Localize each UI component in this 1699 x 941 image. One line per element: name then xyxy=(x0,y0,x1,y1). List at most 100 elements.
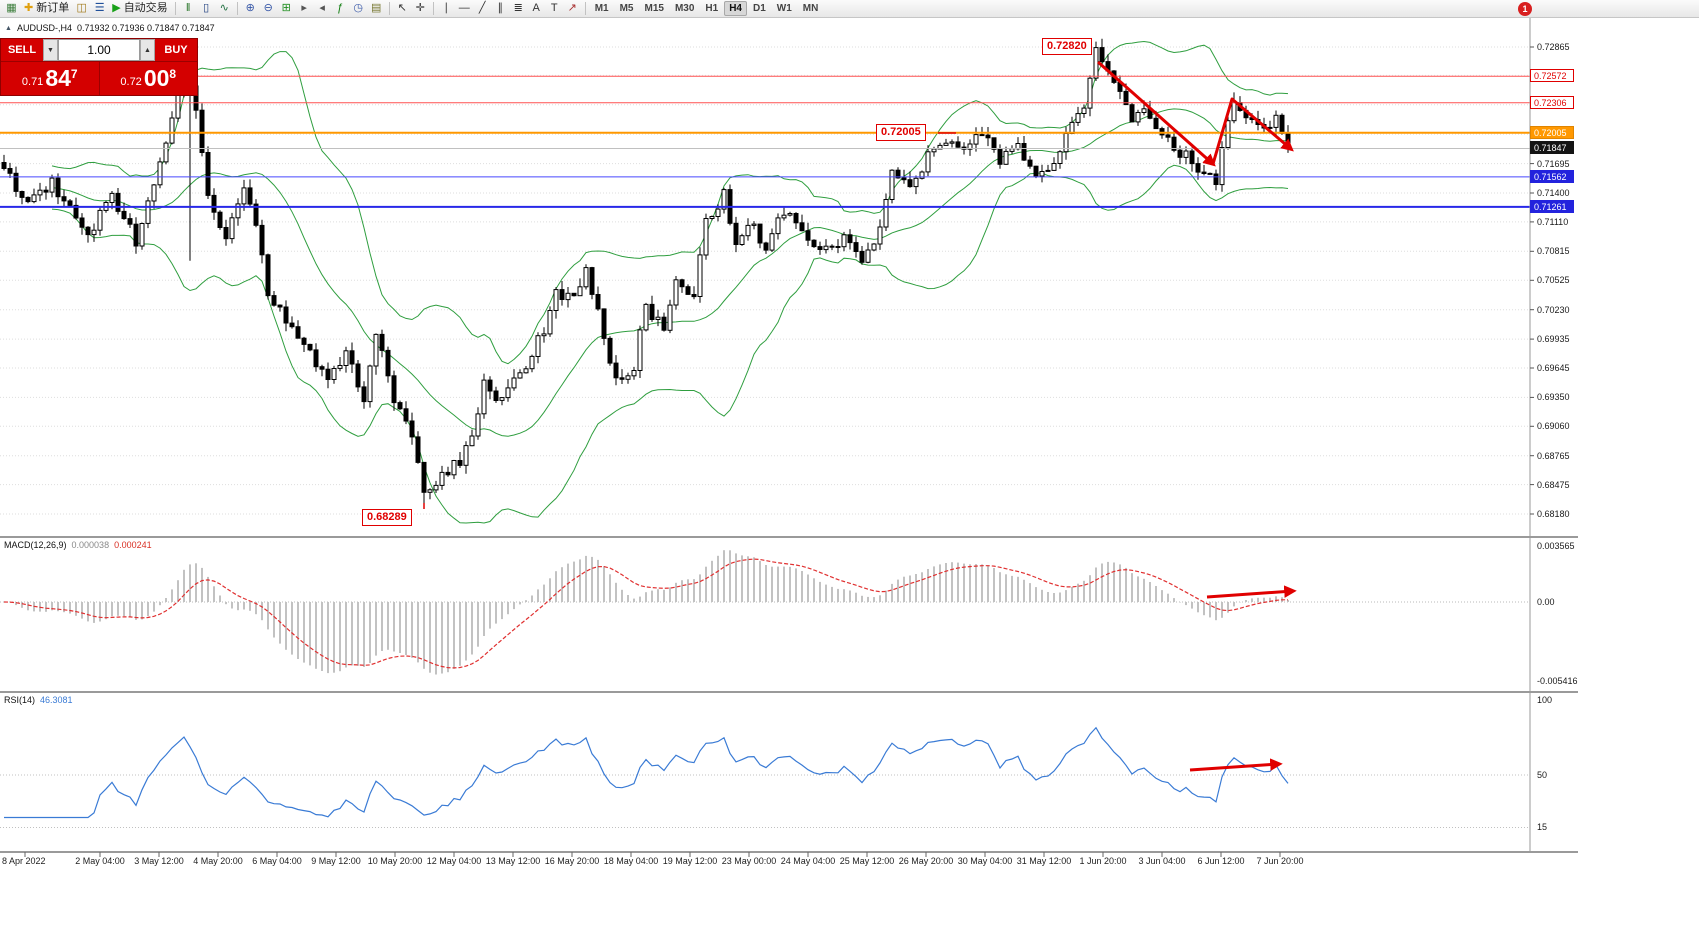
price-flag-0.71847: 0.71847 xyxy=(1530,141,1574,155)
templates-icon[interactable]: ▤ xyxy=(368,1,385,17)
macd-scale-zero: 0.00 xyxy=(1537,597,1555,607)
rsi-scale-low: 15 xyxy=(1537,822,1548,832)
label-icon[interactable]: T xyxy=(546,1,563,17)
chart-title: ▲ AUDUSD-,H4 0.71932 0.71936 0.71847 0.7… xyxy=(5,23,215,33)
rsi-pane xyxy=(0,726,1530,828)
trend-arrow-1[interactable] xyxy=(1097,60,1216,167)
sell-button[interactable]: SELL xyxy=(1,39,43,61)
volume-increase-button[interactable]: ▲ xyxy=(140,39,155,61)
tf-h1[interactable]: H1 xyxy=(705,3,719,14)
time-axis-label: 10 May 20:00 xyxy=(367,856,423,866)
price-flag-0.72572: 0.72572 xyxy=(1530,69,1574,83)
channel-icon[interactable]: ∥ xyxy=(492,1,509,17)
autotrading-button-label: 自动交易 xyxy=(123,2,168,14)
macd-arrow[interactable] xyxy=(1206,585,1297,599)
toolbar-separator xyxy=(174,2,176,15)
time-axis-label: 23 May 00:00 xyxy=(721,856,777,866)
chart-shift-icon[interactable]: ◂ xyxy=(314,1,331,17)
zoom-in-icon-glyph: ⊕ xyxy=(245,2,255,14)
new-order-button-label: 新订单 xyxy=(36,2,70,14)
tf-m15[interactable]: M15 xyxy=(644,3,664,14)
crosshair-icon-glyph: ✛ xyxy=(415,2,425,14)
buy-price-pipette: 8 xyxy=(169,66,177,81)
periods-icon[interactable]: ◷ xyxy=(350,1,367,17)
tf-m30[interactable]: M30 xyxy=(674,3,695,14)
price-annotation-low[interactable]: 0.68289 xyxy=(362,509,412,526)
history-center-icon-glyph: ◫ xyxy=(76,2,87,14)
text-icon[interactable]: A xyxy=(528,1,545,17)
time-axis-label: 18 May 04:00 xyxy=(603,856,659,866)
toolbar-separator xyxy=(432,2,434,15)
price-axis-label: 0.70525 xyxy=(1537,275,1570,286)
auto-scroll-icon[interactable]: ▸ xyxy=(296,1,313,17)
buy-price-big: 00 xyxy=(143,65,170,91)
new-chart-icon[interactable]: ▦ xyxy=(3,1,20,17)
time-axis-label: 12 May 04:00 xyxy=(426,856,482,866)
time-axis-label: 25 May 12:00 xyxy=(839,856,895,866)
rsi-scale-mid: 50 xyxy=(1537,770,1548,780)
buy-button[interactable]: BUY xyxy=(155,39,197,61)
price-axis-label: 0.70230 xyxy=(1537,304,1570,315)
new-order-button[interactable]: ✚ 新订单 xyxy=(21,1,72,17)
tile-windows-icon[interactable]: ⊞ xyxy=(278,1,295,17)
toolbar-separator xyxy=(584,2,586,15)
candlestick-mode-icon-glyph: ▯ xyxy=(203,2,210,14)
candlestick-mode-icon[interactable]: ▯ xyxy=(198,1,215,17)
tf-mn[interactable]: MN xyxy=(802,3,819,14)
price-axis-label: 0.71110 xyxy=(1537,216,1569,227)
macd-scale-top: 0.003565 xyxy=(1537,541,1575,551)
fibonacci-icon[interactable]: ≣ xyxy=(510,1,527,17)
indicators-icon[interactable]: ƒ xyxy=(332,1,349,17)
volume-input[interactable] xyxy=(58,39,140,61)
horizontal-line-icon[interactable]: ― xyxy=(456,1,473,17)
tf-d1[interactable]: D1 xyxy=(753,3,766,14)
trade-prices-row: 0.71 84 7 0.72 00 8 xyxy=(1,61,197,95)
arrows-icon-glyph: ↗ xyxy=(567,2,577,14)
time-axis-label: 1 Jun 20:00 xyxy=(1079,856,1127,866)
price-annotation-mid[interactable]: 0.72005 xyxy=(876,124,926,141)
toolbar: ▦ ✚ 新订单 ◫ ☰ ▶ 自动交易 ‖ ▯ ∿ ⊕ ⊖ ⊞ ▸ ◂ ƒ ◷ ▤ ↖ ✛ ∣ ― ╱ ∥ ≣ A T ↗ M1 M5 M15… xyxy=(0,0,1699,18)
navigator-icon[interactable]: ☰ xyxy=(91,1,108,17)
macd-scale-bottom: -0.005416 xyxy=(1537,676,1578,686)
line-chart-mode-icon[interactable]: ∿ xyxy=(216,1,233,17)
rsi-title: RSI(14) 46.3081 xyxy=(4,695,73,705)
vertical-line-icon[interactable]: ∣ xyxy=(438,1,455,17)
tf-m1[interactable]: M1 xyxy=(594,3,609,14)
time-axis-label: 4 May 20:00 xyxy=(193,856,243,866)
price-axis-label: 0.68765 xyxy=(1537,450,1570,461)
zoom-out-icon[interactable]: ⊖ xyxy=(260,1,277,17)
horizontal-line-icon-glyph: ― xyxy=(458,2,470,14)
arrows-icon[interactable]: ↗ xyxy=(564,1,581,17)
candlestick-series xyxy=(1,38,1291,504)
cursor-icon[interactable]: ↖ xyxy=(394,1,411,17)
zoom-in-icon[interactable]: ⊕ xyxy=(242,1,259,17)
sell-price-pipette: 7 xyxy=(70,66,78,81)
new-order-button-icon: ✚ xyxy=(24,2,34,14)
buy-price-button[interactable]: 0.72 00 8 xyxy=(98,62,198,95)
time-axis-label: 9 May 12:00 xyxy=(311,856,361,866)
tf-w1[interactable]: W1 xyxy=(776,3,792,14)
tf-m5[interactable]: M5 xyxy=(619,3,634,14)
time-axis-label: 31 May 12:00 xyxy=(1016,856,1072,866)
toolbar-separator xyxy=(236,2,238,15)
price-axis-label: 0.69350 xyxy=(1537,392,1570,403)
templates-icon-glyph: ▤ xyxy=(370,2,382,14)
history-center-icon[interactable]: ◫ xyxy=(73,1,90,17)
autotrading-button-icon: ▶ xyxy=(112,2,121,14)
buy-price-prefix: 0.72 xyxy=(120,76,142,88)
rsi-arrow[interactable] xyxy=(1189,758,1283,772)
price-axis-label: 0.72865 xyxy=(1537,42,1570,52)
broker-icon[interactable]: 1 xyxy=(1518,2,1532,16)
trend-arrow-2[interactable] xyxy=(1211,97,1294,165)
bar-chart-mode-icon[interactable]: ‖ xyxy=(180,1,197,17)
sell-price-button[interactable]: 0.71 84 7 xyxy=(1,62,99,95)
crosshair-icon[interactable]: ✛ xyxy=(412,1,429,17)
rsi-value: 46.3081 xyxy=(40,695,73,705)
tf-h4[interactable]: H4 xyxy=(724,1,747,16)
trendline-icon[interactable]: ╱ xyxy=(474,1,491,17)
price-axis-label: 0.70815 xyxy=(1537,246,1570,257)
price-annotation-high[interactable]: 0.72820 xyxy=(1042,38,1092,55)
autotrading-button[interactable]: ▶ 自动交易 xyxy=(109,1,170,17)
volume-decrease-button[interactable]: ▼ xyxy=(43,39,58,61)
